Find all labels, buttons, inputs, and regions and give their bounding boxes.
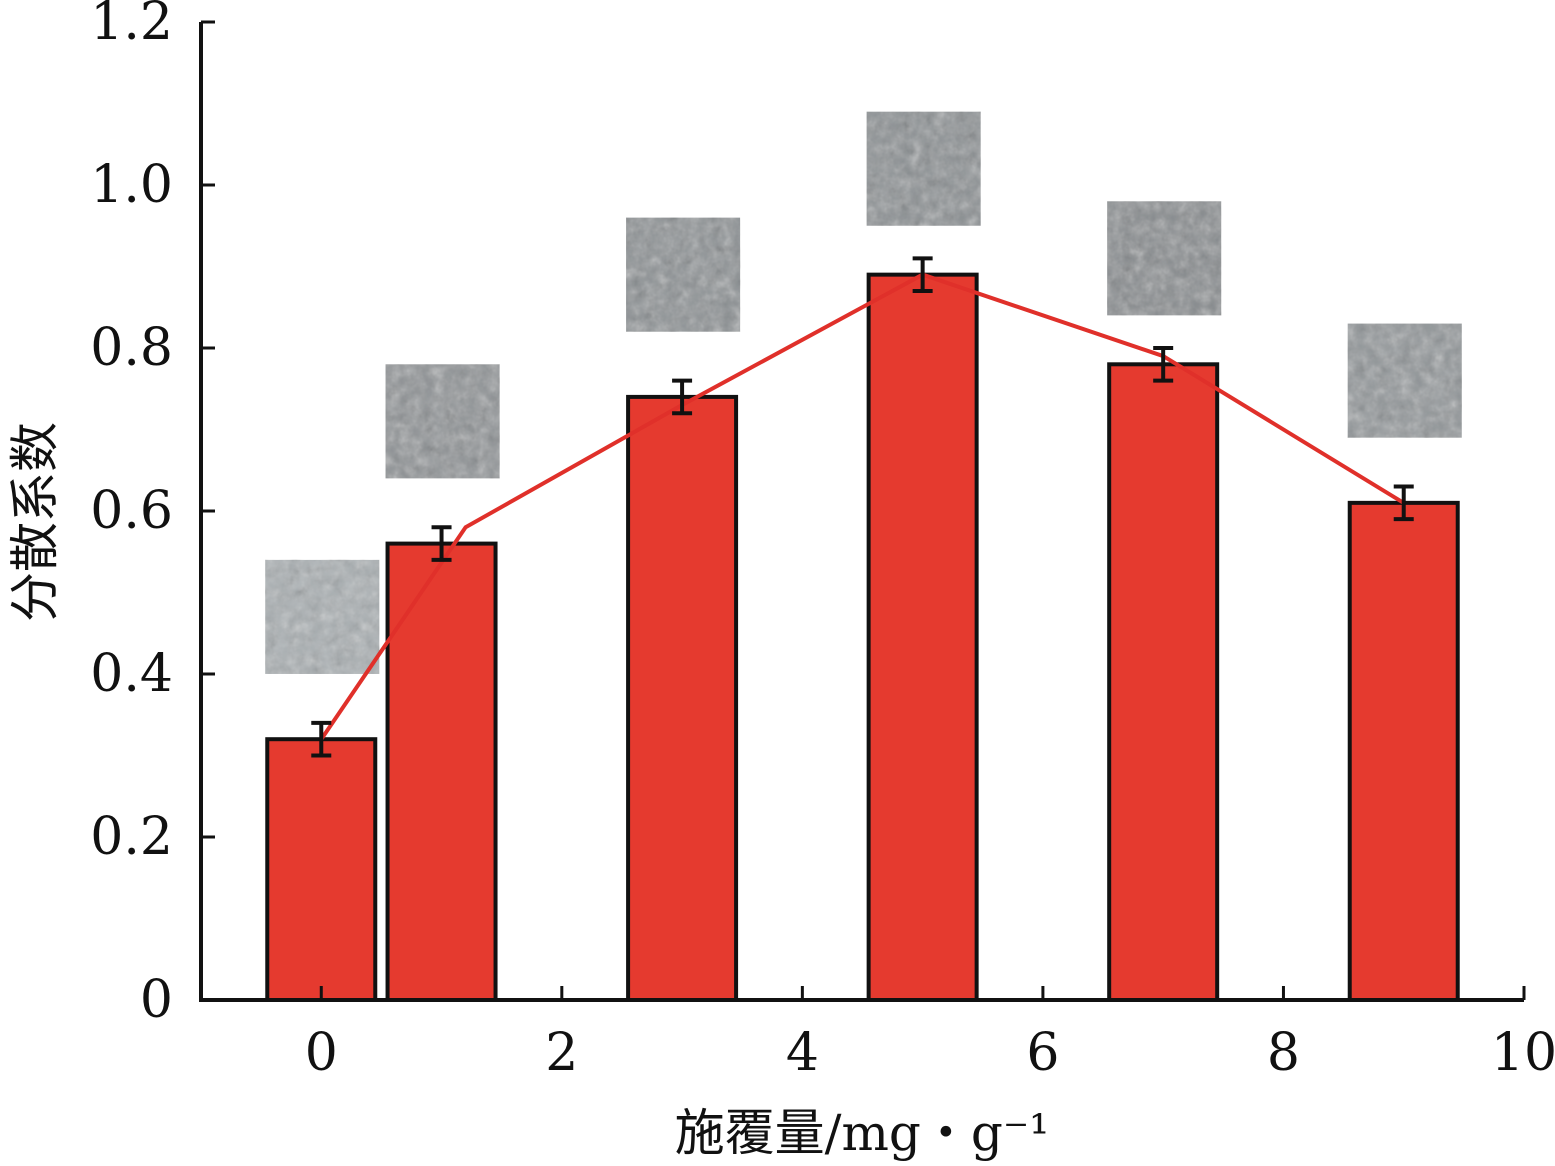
sample-photo	[1347, 323, 1462, 438]
x-axis-title: 施覆量/mg・g⁻¹	[675, 1104, 1050, 1162]
sample-photo	[866, 111, 981, 226]
error-bar	[431, 525, 452, 562]
bar	[1107, 362, 1220, 1002]
sample-photo	[1107, 201, 1222, 316]
sample-photo	[265, 559, 380, 674]
y-tick-label: 0.6	[90, 481, 173, 541]
y-tick-label: 0.2	[90, 807, 173, 867]
error-bar	[912, 256, 933, 293]
bar	[265, 737, 378, 1002]
y-ticks: 0 0.2 0.4 0.6 0.8 1.0 1.2	[90, 0, 215, 1030]
bar	[1347, 500, 1460, 1002]
x-tick-label: 8	[1267, 1023, 1300, 1083]
trend-line	[319, 272, 1405, 741]
trend-layer	[319, 272, 1405, 741]
x-tick-label: 10	[1491, 1023, 1555, 1083]
bar	[626, 394, 739, 1002]
x-tick-label: 0	[305, 1023, 338, 1083]
error-bar	[672, 378, 693, 416]
y-tick-label: 0	[140, 970, 173, 1030]
error-bar	[1153, 346, 1174, 383]
error-bar	[311, 720, 332, 758]
sample-photo	[385, 364, 500, 479]
y-tick-label: 0.4	[90, 644, 173, 704]
x-tick-label: 4	[786, 1023, 819, 1083]
error-bar	[1393, 484, 1414, 522]
sample-photo	[626, 217, 741, 332]
errorbars-layer	[311, 256, 1414, 758]
bars-layer	[265, 272, 1460, 1002]
x-tick-label: 2	[545, 1023, 578, 1083]
bar	[385, 541, 498, 1002]
bar	[866, 272, 979, 1002]
y-tick-label: 0.8	[90, 318, 173, 378]
y-axis-title: 分散系数	[6, 422, 64, 622]
photos-layer	[265, 111, 1462, 674]
x-ticks: 0 2 4 6 8 10	[305, 986, 1555, 1083]
y-tick-label: 1.0	[90, 155, 173, 215]
y-tick-label: 1.2	[90, 0, 173, 52]
x-tick-label: 6	[1026, 1023, 1059, 1083]
axes: 0 0.2 0.4 0.6 0.8 1.0 1.2 0 2 4 6 8 10	[90, 0, 1555, 1083]
